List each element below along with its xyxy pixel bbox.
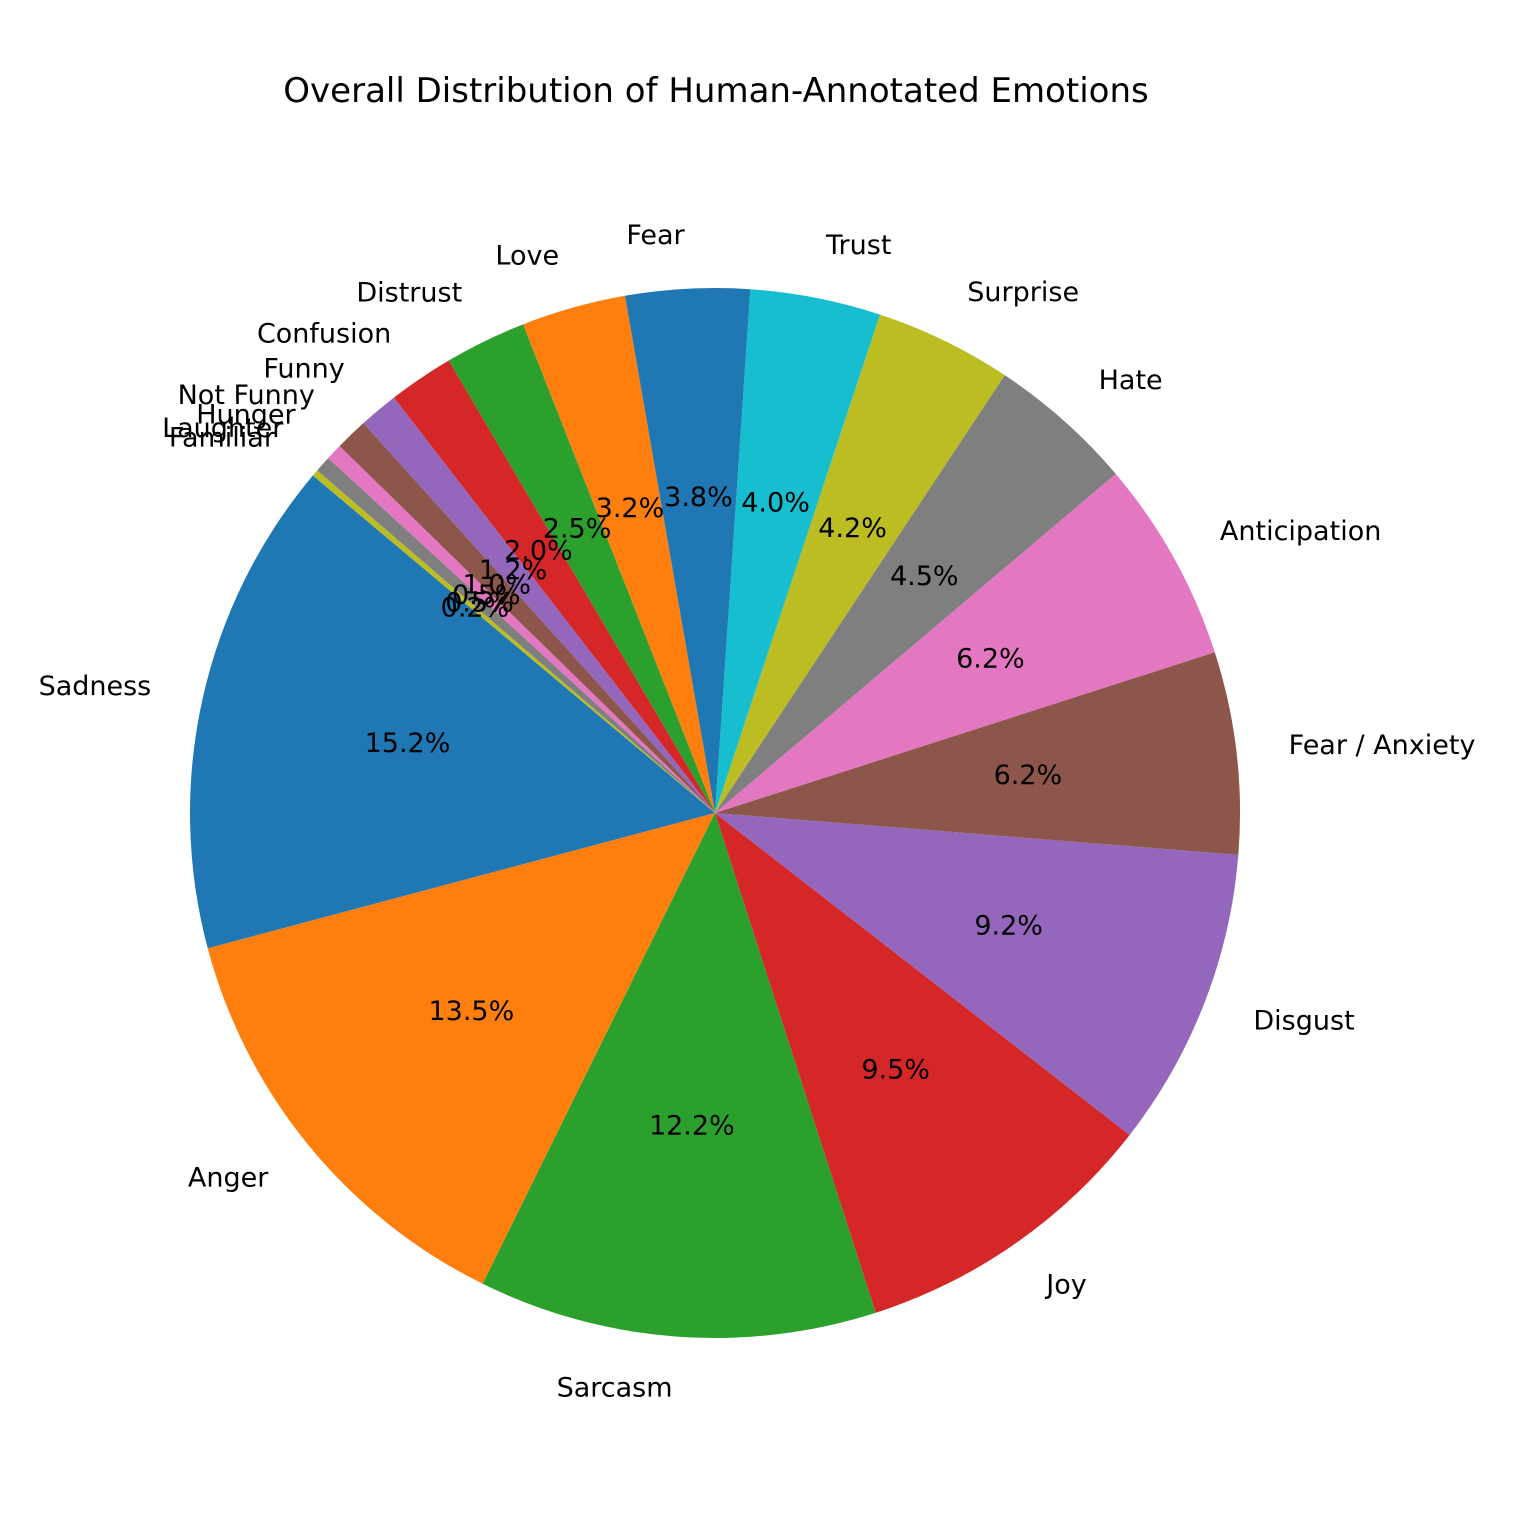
pie-slice-disgust bbox=[715, 813, 1239, 1136]
percent-label-sarcasm: 12.2% bbox=[649, 1111, 735, 1142]
percent-label-surprise: 4.2% bbox=[818, 513, 887, 544]
pie-slice-hate bbox=[715, 375, 1116, 813]
percent-label-distrust: 2.5% bbox=[543, 513, 612, 544]
slice-label-disgust: Disgust bbox=[1253, 1005, 1354, 1036]
slice-label-fear: Fear bbox=[626, 220, 685, 251]
percent-label-fear-anxiety: 6.2% bbox=[994, 760, 1063, 791]
slice-label-joy: Joy bbox=[1044, 1270, 1086, 1301]
pie-slice-anticipation bbox=[715, 473, 1215, 813]
pie-slice-surprise bbox=[715, 314, 1005, 813]
pie-slice-confusion bbox=[393, 360, 715, 813]
slice-label-funny: Funny bbox=[263, 353, 344, 384]
pie-slice-joy bbox=[715, 813, 1130, 1313]
slice-label-trust: Trust bbox=[825, 230, 891, 261]
pie-slice-sarcasm bbox=[482, 813, 876, 1339]
percent-label-not-funny: 1.0% bbox=[462, 569, 531, 600]
slice-label-laughter: Laughter bbox=[162, 413, 284, 444]
percent-label-disgust: 9.2% bbox=[974, 910, 1043, 941]
pie-slice-funny bbox=[363, 397, 715, 813]
percent-label-funny: 1.2% bbox=[479, 555, 548, 586]
slice-label-confusion: Confusion bbox=[257, 318, 391, 349]
chart-title: Overall Distribution of Human-Annotated … bbox=[283, 71, 1148, 111]
percent-label-trust: 4.0% bbox=[741, 487, 810, 518]
slice-label-love: Love bbox=[495, 240, 559, 271]
pie-slice-familiar bbox=[312, 470, 715, 813]
slice-label-sarcasm: Sarcasm bbox=[557, 1372, 673, 1403]
percent-label-sadness: 15.2% bbox=[365, 728, 451, 759]
percent-label-confusion: 2.0% bbox=[504, 536, 573, 567]
pie-slice-sadness bbox=[189, 475, 715, 949]
percent-label-anger: 13.5% bbox=[428, 996, 514, 1027]
pie-slice-trust bbox=[715, 289, 880, 814]
percent-labels: 15.2% 13.5% 12.2% 9.5% 9.2% 6.2% 6.2% 4.5%4.2% 4… bbox=[365, 482, 1063, 1142]
pie-slice-fear-anxiety bbox=[715, 652, 1240, 855]
pie-slice-fear bbox=[624, 287, 751, 813]
slice-label-hunger: Hunger bbox=[196, 399, 296, 430]
slice-label-distrust: Distrust bbox=[356, 277, 462, 308]
slice-label-anger: Anger bbox=[188, 1163, 269, 1194]
slice-label-hate: Hate bbox=[1099, 365, 1163, 396]
pie-slice-anger bbox=[207, 813, 716, 1284]
slice-label-sadness: Sadness bbox=[39, 671, 152, 702]
pie-slice-hunger bbox=[328, 446, 715, 813]
pie-slices bbox=[189, 287, 1240, 1339]
percent-label-hate: 4.5% bbox=[890, 561, 959, 592]
slice-label-not-funny: Not Funny bbox=[178, 380, 315, 411]
slice-labels: Sadness Anger Sarcasm Joy Disgust Fear / Anxi… bbox=[39, 220, 1476, 1404]
slice-label-familiar: Familiar bbox=[169, 423, 276, 454]
slice-label-fear-anxiety: Fear / Anxiety bbox=[1289, 730, 1476, 761]
slice-label-anticipation: Anticipation bbox=[1220, 516, 1381, 547]
pie-slice-laughter bbox=[317, 458, 715, 813]
percent-label-anticipation: 6.2% bbox=[956, 644, 1025, 675]
percent-label-fear: 3.8% bbox=[664, 482, 733, 513]
percent-label-hunger: 0.5% bbox=[452, 580, 521, 611]
percent-label-familiar: 0.2% bbox=[441, 593, 510, 624]
slice-label-surprise: Surprise bbox=[967, 277, 1079, 308]
percent-label-laughter: 0.5% bbox=[445, 587, 514, 618]
pie-slice-love bbox=[523, 295, 715, 813]
pie-slice-not-funny bbox=[339, 423, 715, 813]
percent-label-joy: 9.5% bbox=[861, 1055, 930, 1086]
pie-slice-distrust bbox=[448, 324, 715, 813]
percent-label-love: 3.2% bbox=[596, 493, 665, 524]
